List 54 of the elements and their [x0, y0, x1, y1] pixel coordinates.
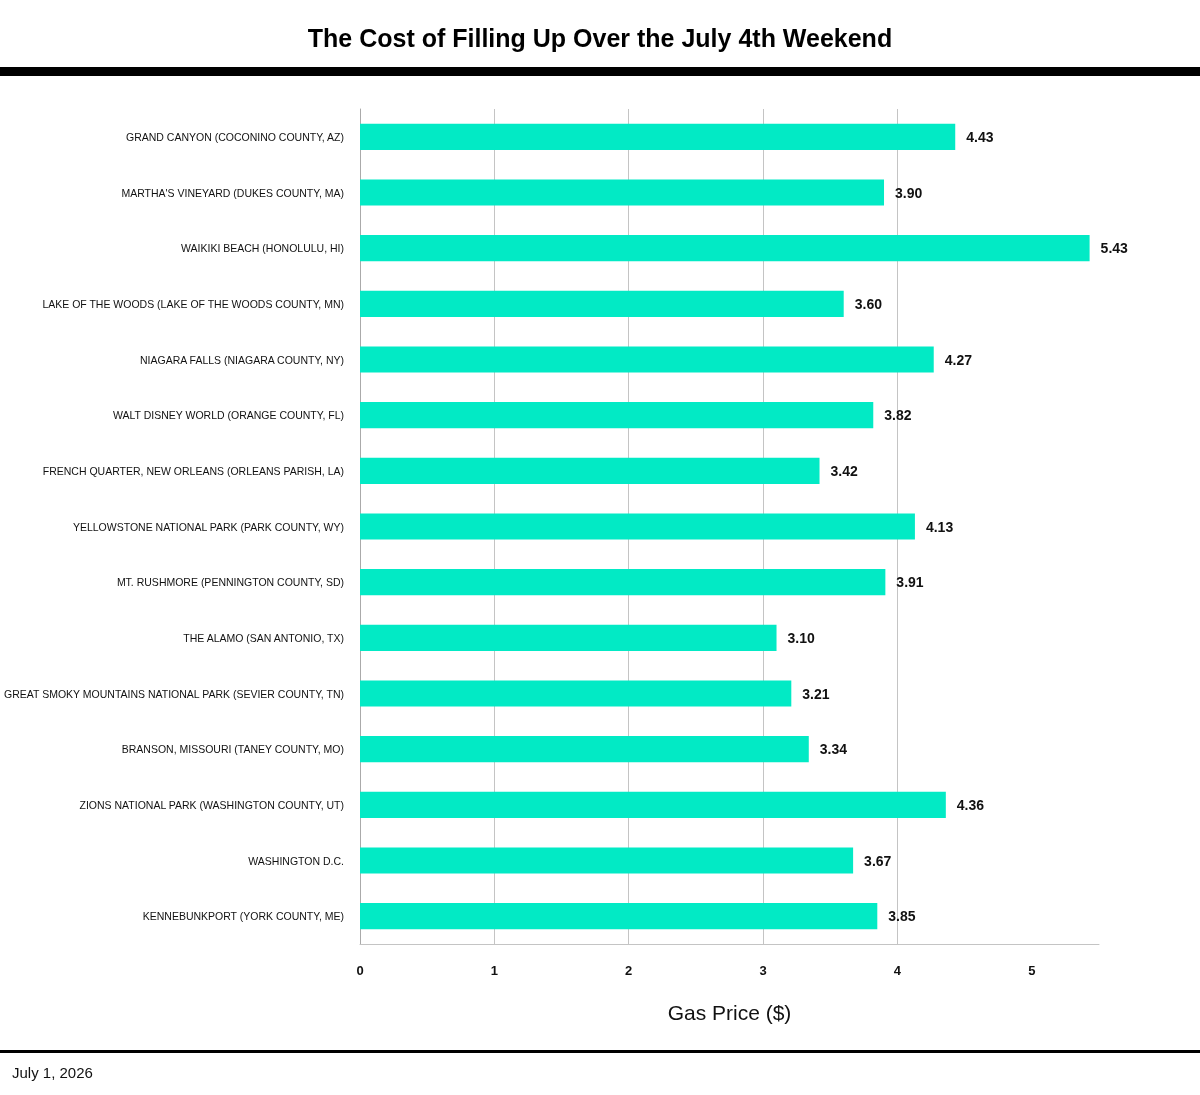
y-tick-label: MT. RUSHMORE (PENNINGTON COUNTY, SD): [116, 576, 344, 589]
bar: [360, 513, 915, 540]
y-tick-label: BRANSON, MISSOURI (TANEY COUNTY, MO): [121, 743, 344, 756]
y-tick-label: KENNEBUNKPORT (YORK COUNTY, ME): [142, 910, 344, 923]
x-tick-label: 0: [356, 963, 364, 978]
bar: [360, 290, 844, 317]
bar: [360, 123, 956, 150]
x-tick-label: 3: [759, 963, 767, 978]
y-tick-label: YELLOWSTONE NATIONAL PARK (PARK COUNTY, WY): [72, 520, 344, 533]
data-label: 3.60: [854, 295, 883, 312]
y-tick-label: WALT DISNEY WORLD (ORANGE COUNTY, FL): [112, 409, 344, 422]
y-tick-label: NIAGARA FALLS (NIAGARA COUNTY, NY): [139, 353, 344, 366]
text: July 1, 2026: [12, 1064, 93, 1081]
y-tick-label: GREAT SMOKY MOUNTAINS NATIONAL PARK (SEVIER COUNTY, TN): [4, 687, 344, 700]
bar: [360, 624, 777, 651]
data-label: 4.36: [956, 796, 985, 813]
bar: [360, 736, 809, 763]
data-label: 3.91: [896, 574, 924, 591]
chart-title: The Cost of Filling Up Over the July 4th Weekend: [307, 23, 893, 52]
data-label: 3.10: [787, 629, 815, 646]
data-label: 3.82: [884, 407, 912, 424]
y-tick-label: MARTHA'S VINEYARD (DUKES COUNTY, MA): [121, 186, 344, 199]
y-tick-label: FRENCH QUARTER, NEW ORLEANS (ORLEANS PARISH, LA): [42, 464, 344, 477]
y-tick-label: WAIKIKI BEACH (HONOLULU, HI): [181, 242, 344, 255]
x-tick-label: 1: [490, 963, 498, 978]
data-label: 3.42: [830, 462, 858, 479]
data-label: 4.13: [925, 518, 954, 535]
data-label: 3.90: [895, 184, 923, 201]
data-label: 5.43: [1100, 240, 1129, 257]
data-label: 3.34: [819, 741, 848, 758]
y-tick-label: GRAND CANYON (COCONINO COUNTY, AZ): [126, 130, 344, 143]
bar: [360, 791, 946, 818]
bar: [360, 569, 886, 596]
data-label: 3.85: [888, 908, 916, 925]
x-tick-label: 4: [893, 963, 902, 978]
data-label: 3.67: [864, 852, 892, 869]
bar: [360, 235, 1090, 262]
data-label: 3.21: [802, 685, 830, 702]
bar: [360, 457, 820, 484]
x-tick-label: 2: [625, 963, 633, 978]
y-tick-label: ZIONS NATIONAL PARK (WASHINGTON COUNTY, UT): [79, 798, 344, 811]
bar: [360, 903, 878, 930]
bar: [360, 680, 792, 707]
x-axis-title: Gas Price ($): [667, 1001, 792, 1024]
data-label: 4.43: [966, 128, 994, 145]
y-tick-label: WASHINGTON D.C.: [248, 854, 344, 867]
data-label: 4.27: [944, 351, 973, 368]
bar: [360, 402, 874, 429]
bar: [360, 179, 885, 206]
bar: [360, 847, 854, 874]
x-tick-label: 5: [1028, 963, 1036, 978]
y-tick-label: LAKE OF THE WOODS (LAKE OF THE WOODS COUNTY, MN): [42, 297, 344, 310]
y-tick-label: THE ALAMO (SAN ANTONIO, TX): [183, 631, 344, 644]
bar: [360, 346, 934, 373]
